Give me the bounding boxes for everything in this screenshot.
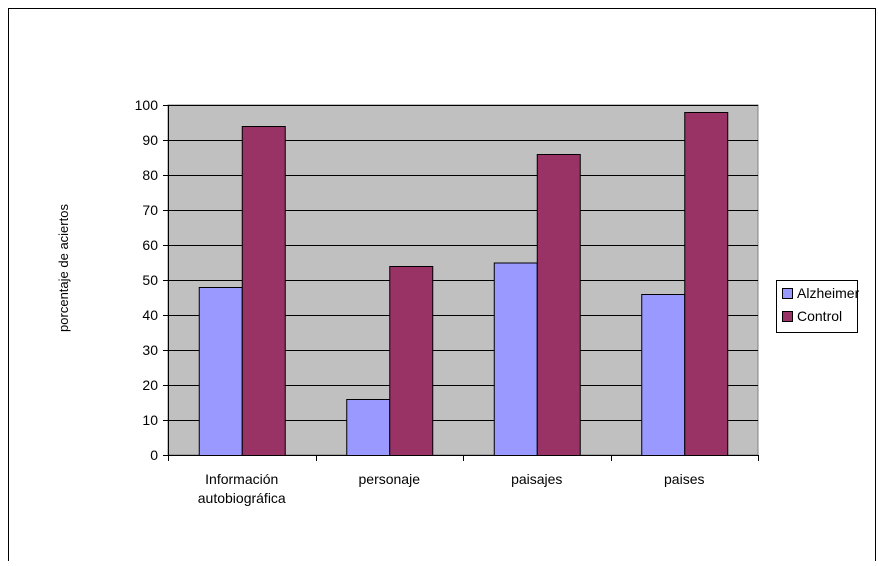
y-tick-label: 10 [142, 412, 158, 428]
y-tick-label: 0 [150, 447, 158, 463]
x-tick-label: Información autobiográfica [198, 471, 286, 506]
x-tick-label: paisajes [511, 471, 562, 487]
y-axis-title: porcentaje de aciertos [56, 204, 71, 332]
y-tick-label: 100 [135, 97, 159, 113]
bar-alzheimer-1 [346, 399, 391, 456]
y-tick-label: 30 [142, 342, 158, 358]
legend-label-alzheimer: Alzheimer [797, 285, 860, 301]
bar-control-0 [241, 126, 286, 456]
bar-control-1 [389, 266, 434, 456]
y-tick-label: 20 [142, 377, 158, 393]
y-tick-label: 60 [142, 237, 158, 253]
axes [163, 105, 759, 461]
y-tick-label: 40 [142, 307, 158, 323]
bars [198, 112, 729, 456]
bar-alzheimer-2 [493, 262, 538, 456]
legend-swatch-alzheimer [782, 288, 793, 299]
legend: Alzheimer Control [776, 280, 860, 333]
y-tick-label: 70 [142, 202, 158, 218]
x-tick-label: personaje [359, 471, 421, 487]
bar-alzheimer-3 [641, 294, 686, 456]
x-tick-label: paises [664, 471, 704, 487]
y-tick-label: 80 [142, 167, 158, 183]
legend-swatch-control [782, 311, 793, 322]
y-tick-labels: 0 10 20 30 40 50 60 70 80 90 100 [135, 97, 159, 463]
x-tick-labels: Información autobiográfica personaje paisaj… [198, 471, 705, 506]
y-tick-label: 50 [142, 272, 158, 288]
legend-label-control: Control [797, 308, 842, 324]
bar-alzheimer-0 [198, 287, 243, 456]
y-tick-label: 90 [142, 132, 158, 148]
bar-control-2 [536, 154, 581, 456]
bar-control-3 [684, 112, 729, 456]
